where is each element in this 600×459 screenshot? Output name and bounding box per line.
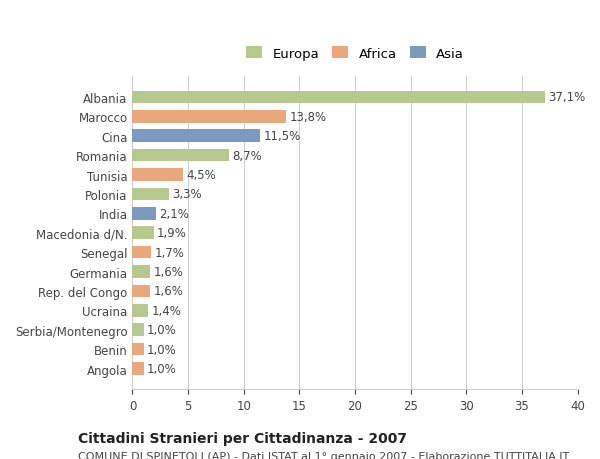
Text: 1,0%: 1,0% xyxy=(147,324,177,336)
Text: 37,1%: 37,1% xyxy=(548,91,586,104)
Bar xyxy=(133,150,229,162)
Bar xyxy=(133,169,182,181)
Text: 1,7%: 1,7% xyxy=(155,246,185,259)
Text: 2,1%: 2,1% xyxy=(159,207,189,220)
Text: 1,9%: 1,9% xyxy=(157,227,187,240)
Bar xyxy=(133,363,143,375)
Bar xyxy=(133,91,545,104)
Text: Cittadini Stranieri per Cittadinanza - 2007: Cittadini Stranieri per Cittadinanza - 2… xyxy=(78,431,407,445)
Text: 1,0%: 1,0% xyxy=(147,362,177,375)
Bar xyxy=(133,246,151,259)
Text: 1,0%: 1,0% xyxy=(147,343,177,356)
Text: 1,6%: 1,6% xyxy=(154,285,184,298)
Bar xyxy=(133,285,150,297)
Legend: Europa, Africa, Asia: Europa, Africa, Asia xyxy=(242,43,468,65)
Bar xyxy=(133,324,143,336)
Bar xyxy=(133,304,148,317)
Text: 1,6%: 1,6% xyxy=(154,265,184,279)
Bar xyxy=(133,130,260,143)
Text: 3,3%: 3,3% xyxy=(173,188,202,201)
Bar xyxy=(133,111,286,123)
Bar xyxy=(133,227,154,240)
Bar xyxy=(133,343,143,356)
Text: 8,7%: 8,7% xyxy=(233,149,262,162)
Text: 1,4%: 1,4% xyxy=(151,304,181,317)
Bar xyxy=(133,266,150,278)
Text: 11,5%: 11,5% xyxy=(264,130,301,143)
Text: 13,8%: 13,8% xyxy=(289,111,326,123)
Bar xyxy=(133,207,156,220)
Bar xyxy=(133,188,169,201)
Text: 4,5%: 4,5% xyxy=(186,169,215,182)
Text: COMUNE DI SPINETOLI (AP) - Dati ISTAT al 1° gennaio 2007 - Elaborazione TUTTITAL: COMUNE DI SPINETOLI (AP) - Dati ISTAT al… xyxy=(78,451,569,459)
